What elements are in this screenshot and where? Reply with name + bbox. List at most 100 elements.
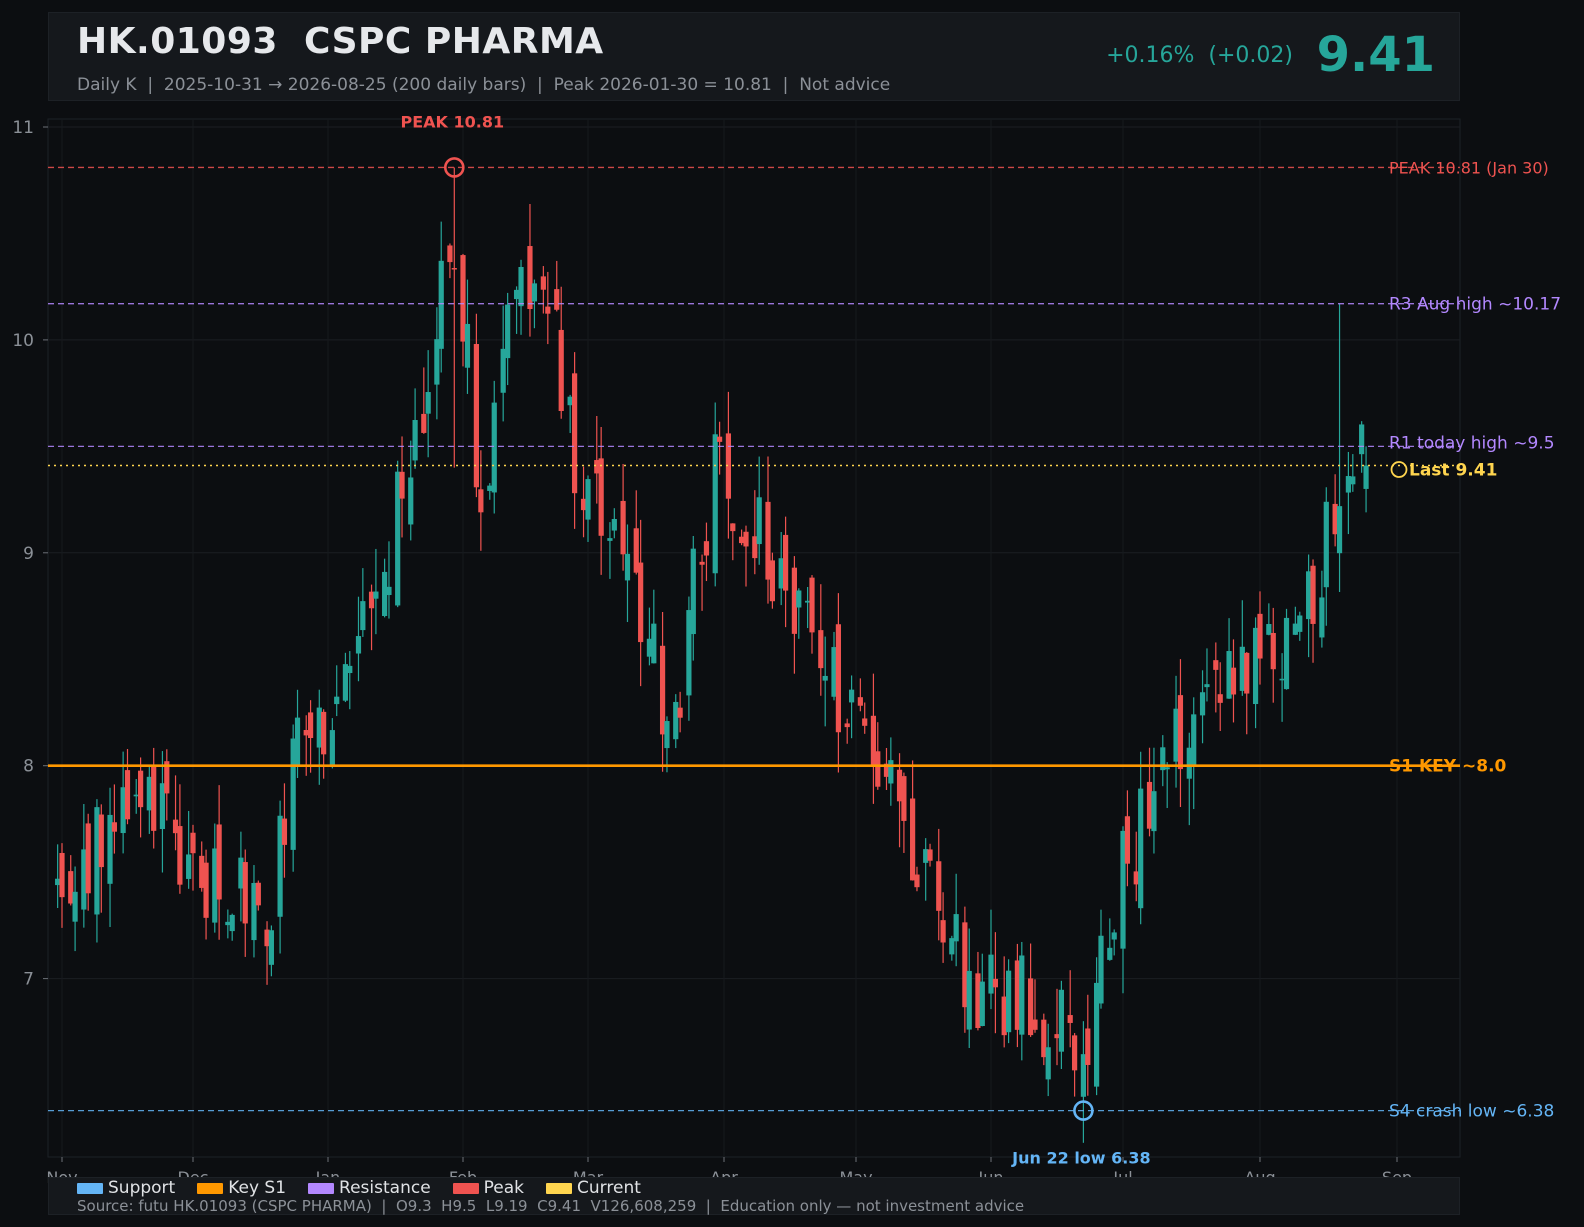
candle-body xyxy=(334,696,340,705)
candle-body xyxy=(159,783,166,830)
candle-body xyxy=(1363,465,1369,489)
candle-body xyxy=(177,826,183,885)
candle-body xyxy=(307,712,314,739)
candle-body xyxy=(901,776,907,821)
candle-body xyxy=(94,807,100,915)
candle-body xyxy=(1252,627,1259,705)
legend-label: Support xyxy=(108,1178,176,1198)
candle-body xyxy=(953,914,959,942)
candle-body xyxy=(355,636,362,654)
candle-body xyxy=(585,479,591,520)
candle-body xyxy=(478,489,484,513)
candle-body xyxy=(1283,617,1290,690)
candle-body xyxy=(347,665,353,674)
y-tick-label: 9 xyxy=(23,544,34,564)
candle-body xyxy=(373,591,379,599)
candle-body xyxy=(290,738,296,850)
candle-body xyxy=(914,874,920,888)
candle-body xyxy=(473,344,479,488)
legend-label: Peak xyxy=(483,1178,525,1198)
candle-body xyxy=(229,914,235,932)
candle-body xyxy=(487,485,493,491)
candle-body xyxy=(518,266,524,307)
legend-label: Resistance xyxy=(339,1178,431,1198)
candle-body xyxy=(1019,955,1025,1035)
candle-body xyxy=(464,323,471,368)
candle-body xyxy=(316,707,322,748)
candle-body xyxy=(1297,615,1303,632)
candle-body xyxy=(1257,613,1263,659)
candle-body xyxy=(703,541,710,556)
candle-body xyxy=(769,560,775,602)
candle-body xyxy=(844,723,850,728)
candle-body xyxy=(460,255,466,342)
candle-body xyxy=(979,981,985,1027)
candle-body xyxy=(294,717,301,765)
candle-body xyxy=(1058,989,1064,1052)
candle-body xyxy=(412,420,418,461)
candle-body xyxy=(281,818,288,845)
level-label-resistance: R1 today high ~9.5 xyxy=(1389,433,1555,453)
candle-body xyxy=(277,815,283,917)
candle-body xyxy=(620,500,626,555)
legend-label: Current xyxy=(577,1178,641,1198)
candle-body xyxy=(936,861,942,911)
candle-body xyxy=(540,276,546,290)
candle-body xyxy=(111,822,117,832)
candle-body xyxy=(739,536,745,544)
candle-body xyxy=(107,814,113,884)
candle-body xyxy=(809,577,815,633)
candle-body xyxy=(835,624,841,733)
legend-bar: Support Key S1 Resistance Peak Current Sourc… xyxy=(48,1177,1460,1215)
candle-body xyxy=(677,707,683,718)
candle-body xyxy=(1054,1034,1060,1039)
candle-body xyxy=(752,536,758,559)
candle-body xyxy=(1323,501,1329,588)
candle-body xyxy=(664,721,670,749)
candle-body xyxy=(1067,1015,1073,1023)
candle-body xyxy=(624,553,631,581)
candle-body xyxy=(203,862,209,918)
candle-body xyxy=(1120,830,1126,949)
candle-body xyxy=(1310,565,1316,624)
candle-body xyxy=(251,882,257,941)
level-label-current: Last 9.41 xyxy=(1409,461,1497,481)
legend-label: Key S1 xyxy=(228,1178,287,1198)
candle-body xyxy=(580,498,587,511)
candle-body xyxy=(1217,694,1223,703)
candle-body xyxy=(992,978,998,988)
candle-body xyxy=(1199,692,1206,716)
candle-body xyxy=(434,339,440,385)
candle-body xyxy=(451,268,457,270)
legend: Support Key S1 Resistance Peak Current xyxy=(77,1178,663,1198)
candle-body xyxy=(594,460,600,474)
candle-body xyxy=(966,970,972,1030)
candle-body xyxy=(940,920,946,943)
source-note: Source: futu HK.01093 (CSPC PHARMA) | O9… xyxy=(77,1197,1025,1215)
candle-body xyxy=(1151,791,1157,832)
candle-body xyxy=(778,558,784,589)
candle-body xyxy=(1138,788,1144,909)
candle-body xyxy=(1359,424,1365,455)
annotation-marker-support xyxy=(1073,1100,1094,1121)
candle-body xyxy=(1041,1019,1047,1058)
candle-body xyxy=(368,591,375,609)
candle-body xyxy=(1032,1019,1038,1030)
legend-item: Resistance xyxy=(308,1178,431,1198)
candle-body xyxy=(303,730,309,736)
candle-body xyxy=(1204,684,1210,688)
candle-body xyxy=(765,501,771,580)
candles xyxy=(55,167,1369,1143)
candle-body xyxy=(554,289,560,310)
candle-body xyxy=(699,561,705,565)
candle-body xyxy=(342,664,349,701)
candle-body xyxy=(242,862,248,924)
candle-body xyxy=(690,548,696,635)
candle-body xyxy=(133,794,139,797)
candle-body xyxy=(146,776,152,811)
legend-swatch xyxy=(77,1182,103,1194)
candle-body xyxy=(756,497,762,545)
candle-body xyxy=(360,601,366,631)
candle-body xyxy=(268,930,274,965)
